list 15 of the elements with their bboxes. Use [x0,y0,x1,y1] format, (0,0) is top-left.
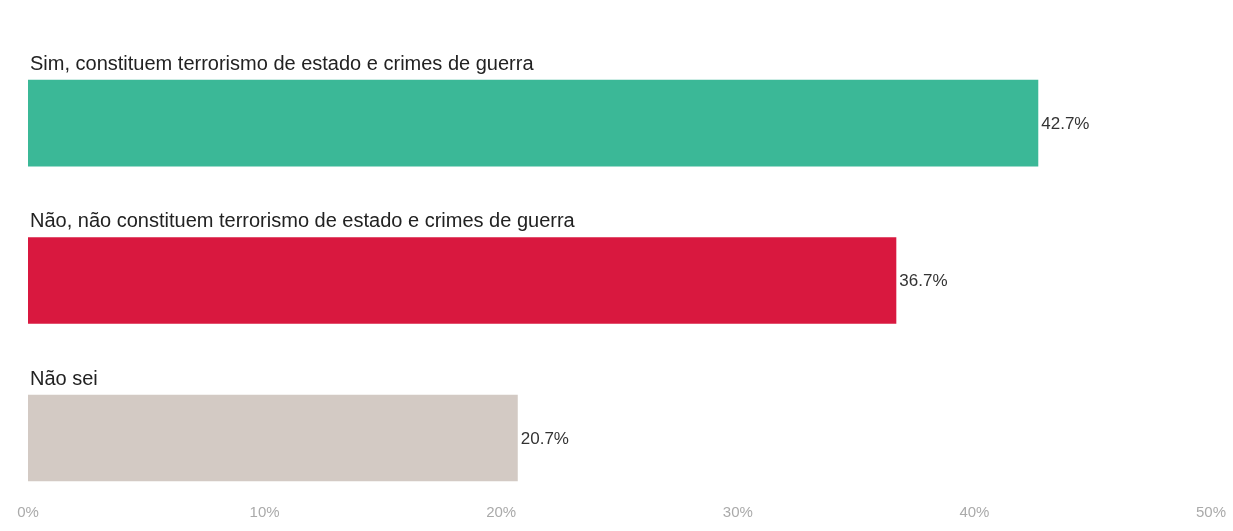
data-label: 42.7% [1041,113,1090,133]
bar [28,394,518,482]
y-tick-label: Sim, constituem terrorismo de estado e crimes de guerra [30,52,535,74]
x-tick-label: 0% [17,503,39,520]
y-tick-label: Não, não constituem terrorismo de estado e crimes de guerra [30,209,576,231]
y-tick-label: Não sei [30,367,98,389]
bar [28,237,897,324]
x-tick-label: 40% [959,503,990,520]
x-tick-label: 10% [249,503,280,520]
data-label: 36.7% [899,271,948,291]
bar [28,79,1039,167]
data-label: 20.7% [520,428,569,448]
x-tick-label: 50% [1195,503,1227,520]
x-tick-label: 20% [486,503,517,520]
x-tick-label: 30% [722,503,753,520]
